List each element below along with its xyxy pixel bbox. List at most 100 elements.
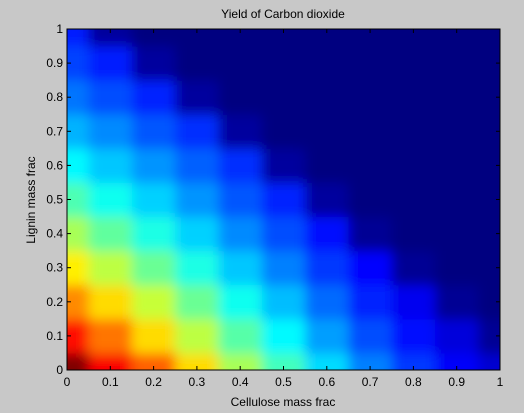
heatmap-cell bbox=[67, 46, 90, 81]
chart-title: Yield of Carbon dioxide bbox=[221, 7, 345, 21]
heatmap-cell bbox=[435, 29, 479, 47]
heatmap-cell bbox=[88, 216, 133, 252]
heatmap-cell bbox=[391, 250, 436, 286]
heatmap-cell bbox=[218, 352, 263, 370]
heatmap-cell bbox=[88, 352, 133, 370]
y-tick-label: 0.8 bbox=[46, 90, 63, 104]
heatmap-cell bbox=[478, 216, 500, 252]
heatmap-cell bbox=[348, 318, 393, 354]
heatmap-cell bbox=[305, 352, 349, 370]
heatmap-cell bbox=[305, 216, 349, 252]
heatmap-cell bbox=[218, 284, 263, 320]
heatmap-cell bbox=[175, 114, 220, 149]
y-tick-label: 0.4 bbox=[46, 227, 63, 241]
heatmap-cell bbox=[305, 114, 349, 149]
heatmap-cell bbox=[478, 250, 500, 286]
x-axis: 0 0.1 0.2 0.3 0.4 0.5 0.6 0.7 0.8 0.9 1 bbox=[64, 29, 504, 389]
heatmap-cell bbox=[67, 29, 90, 47]
heatmap-cell bbox=[391, 114, 436, 149]
heatmap-cell bbox=[348, 80, 393, 115]
heatmap-cell bbox=[218, 250, 263, 286]
heatmap-cell bbox=[478, 148, 500, 183]
heatmap-cell bbox=[435, 80, 479, 115]
heatmap-cell bbox=[88, 182, 133, 218]
y-axis: 0 0.1 0.2 0.3 0.4 0.5 0.6 0.7 0.8 0.9 1 bbox=[46, 22, 500, 377]
heatmap-cell bbox=[478, 46, 500, 81]
heatmap-cell bbox=[88, 250, 133, 286]
heatmap-cell bbox=[218, 182, 263, 218]
heatmap-cell bbox=[175, 352, 220, 370]
heatmap-cell bbox=[218, 216, 263, 252]
heatmap-cell bbox=[88, 80, 133, 115]
heatmap-cell bbox=[261, 318, 306, 354]
y-tick-label: 0.9 bbox=[46, 56, 63, 70]
heatmap-cell bbox=[348, 352, 393, 370]
heatmap-cell bbox=[305, 318, 349, 354]
heatmap-cell bbox=[305, 80, 349, 115]
heatmap-cell bbox=[478, 29, 500, 47]
y-tick-label: 1 bbox=[56, 22, 63, 36]
heatmap-cell bbox=[175, 80, 220, 115]
heatmap-cell bbox=[88, 148, 133, 183]
heatmap-cell bbox=[218, 148, 263, 183]
heatmap-cell bbox=[305, 250, 349, 286]
x-tick-label: 0.8 bbox=[405, 375, 422, 389]
heatmap-cell bbox=[131, 284, 176, 320]
heatmap-cell bbox=[88, 114, 133, 149]
heatmap-cell bbox=[131, 250, 176, 286]
heatmap-cell bbox=[348, 216, 393, 252]
heatmap-cell bbox=[391, 46, 436, 81]
heatmap-cell bbox=[67, 352, 90, 370]
heatmap-cell bbox=[131, 148, 176, 183]
x-tick-label: 0.3 bbox=[189, 375, 206, 389]
heatmap-cell bbox=[305, 284, 349, 320]
heatmap-cell bbox=[218, 318, 263, 354]
heatmap-cell bbox=[435, 284, 479, 320]
heatmap-cell bbox=[175, 216, 220, 252]
heatmap-cell bbox=[218, 114, 263, 149]
heatmap-cell bbox=[67, 284, 90, 320]
heatmap-cell bbox=[391, 352, 436, 370]
heatmap-cell bbox=[348, 250, 393, 286]
heatmap-cell bbox=[435, 114, 479, 149]
y-tick-label: 0.1 bbox=[46, 329, 63, 343]
y-tick-label: 0.6 bbox=[46, 158, 63, 172]
heatmap-cell bbox=[131, 352, 176, 370]
heatmap-cell bbox=[261, 46, 306, 81]
y-axis-label: Lignin mass frac bbox=[24, 156, 38, 243]
heatmap-cell bbox=[478, 182, 500, 218]
heatmap-cell bbox=[391, 182, 436, 218]
heatmap-cell bbox=[67, 250, 90, 286]
heatmap-cell bbox=[67, 114, 90, 149]
x-tick-label: 0.6 bbox=[318, 375, 335, 389]
heatmap-cell bbox=[67, 182, 90, 218]
x-tick-label: 1 bbox=[497, 375, 504, 389]
y-tick-label: 0 bbox=[56, 363, 63, 377]
x-tick-label: 0 bbox=[64, 375, 71, 389]
heatmap-cell bbox=[67, 148, 90, 183]
y-tick-label: 0.2 bbox=[46, 295, 63, 309]
heatmap-cell bbox=[435, 148, 479, 183]
heatmap-cell bbox=[261, 80, 306, 115]
heatmap-cell bbox=[88, 46, 133, 81]
heatmap-cell bbox=[391, 318, 436, 354]
heatmap-cell bbox=[435, 46, 479, 81]
x-axis-label: Cellulose mass frac bbox=[231, 395, 336, 409]
heatmap-cell bbox=[88, 284, 133, 320]
heatmap-cell bbox=[175, 29, 220, 47]
y-tick-label: 0.5 bbox=[46, 193, 63, 207]
heatmap-cell bbox=[305, 46, 349, 81]
heatmap-cell bbox=[261, 284, 306, 320]
x-tick-label: 0.7 bbox=[362, 375, 379, 389]
heatmap-cell bbox=[435, 250, 479, 286]
heatmap-cell bbox=[348, 284, 393, 320]
x-tick-label: 0.4 bbox=[232, 375, 249, 389]
heatmap-cell bbox=[391, 29, 436, 47]
heatmap-cell bbox=[218, 80, 263, 115]
heatmap-cell bbox=[131, 80, 176, 115]
heatmap-cell bbox=[175, 284, 220, 320]
heatmap-cell bbox=[478, 352, 500, 370]
x-tick-label: 0.5 bbox=[275, 375, 292, 389]
heatmap-cell bbox=[305, 29, 349, 47]
heatmap-cell bbox=[131, 29, 176, 47]
